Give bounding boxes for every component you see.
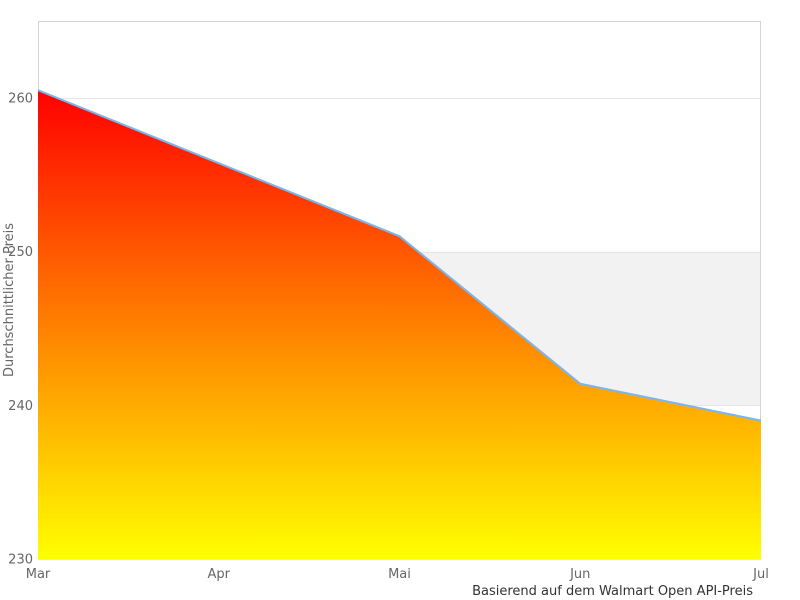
price-line (37, 89, 762, 422)
price-area-fill (38, 90, 761, 560)
x-tick-label-apr: Apr (208, 567, 231, 582)
x-tick-label-mar: Mar (26, 567, 51, 582)
y-tick-label-260: 260 (8, 91, 33, 106)
x-tick-label-jun: Jun (569, 567, 590, 582)
y-tick-label-250: 250 (8, 245, 33, 260)
y-axis-title: Durchschnittlicher Preis (2, 223, 17, 377)
chart-caption: Basierend auf dem Walmart Open API-Preis (472, 584, 753, 599)
x-tick-label-mai: Mai (388, 567, 411, 582)
y-tick-label-230: 230 (8, 553, 33, 568)
x-tick-label-jul: Jul (752, 567, 769, 582)
plot-area: 230 240 250 260 Mar Apr Mai Jun Jul (8, 21, 769, 582)
y-tick-label-240: 240 (8, 399, 33, 414)
